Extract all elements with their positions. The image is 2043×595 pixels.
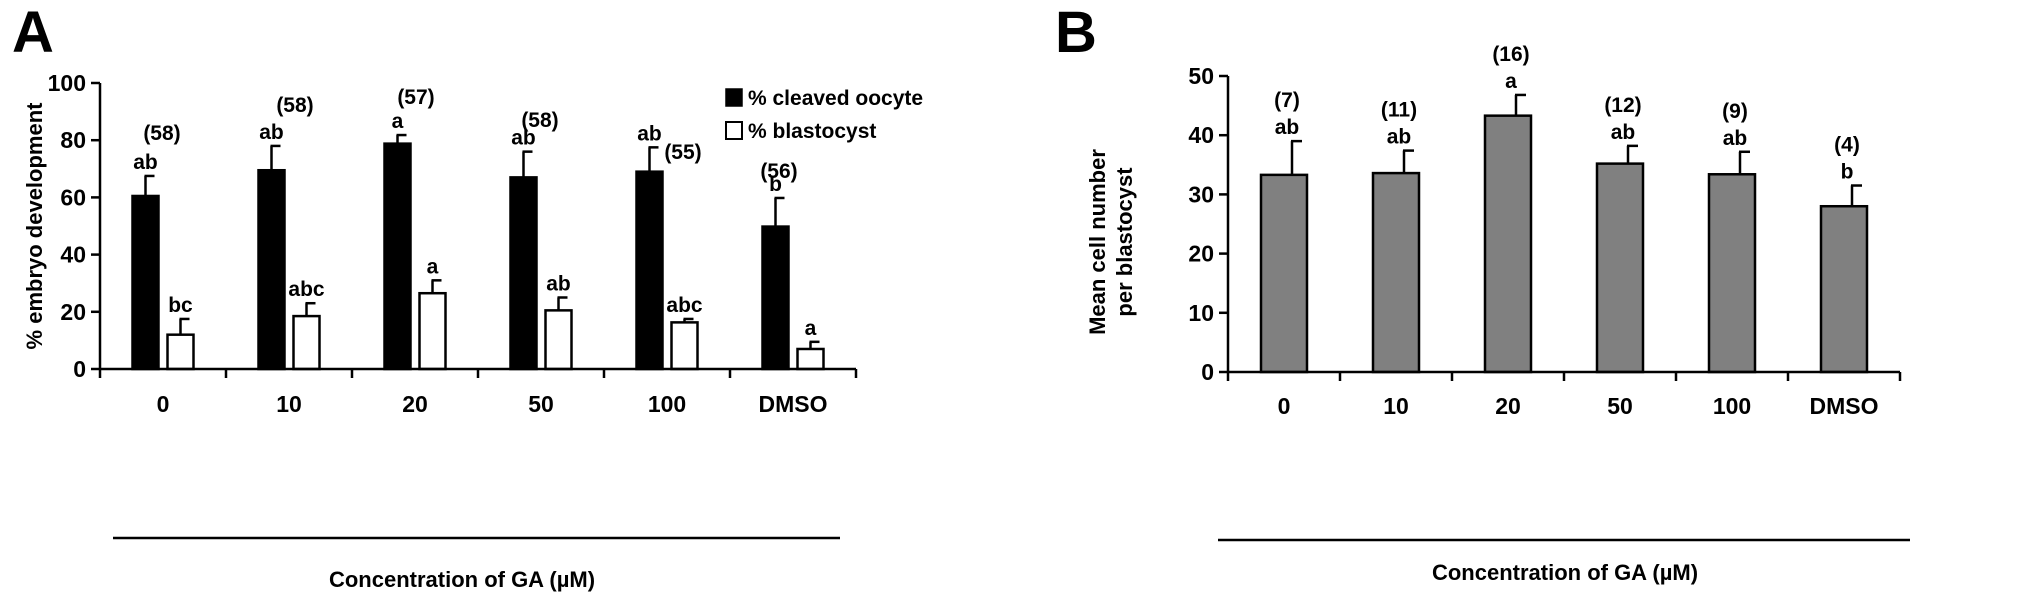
bar-cleaved [761,225,790,371]
significance-letter: ab [133,151,158,174]
bar-blastocyst [166,333,195,371]
panel-b-bars: ab (7) ab (11) a (16) ab (12) ab (9) b (4) [1259,43,1869,374]
bar-cleaved [257,168,286,371]
sample-count: (7) [1274,89,1300,112]
bar-cleaved [131,194,160,371]
bar-blastocyst [418,291,447,371]
significance-letter: abc [288,278,325,301]
legend-swatch-blastocyst [725,121,743,140]
x-tick-label: 20 [402,391,428,417]
significance-letter: ab [546,273,571,296]
panel-b-y-axis: 0 10 20 30 40 50 [1188,63,1230,385]
bar-cleaved [635,170,664,371]
x-tick-label: 100 [648,391,686,417]
bar-cell-number [1707,173,1757,374]
x-tick-label: 0 [157,391,170,417]
x-tick-label: 20 [1495,393,1521,419]
x-tick-label: DMSO [1810,393,1879,419]
panel-a-legend: % cleaved oocyte % blastocyst [725,87,923,143]
sample-count: (9) [1722,100,1748,123]
y-tick-label: 40 [1188,122,1214,148]
y-tick-label: 30 [1188,181,1214,207]
x-tick-label: 10 [1383,393,1409,419]
sample-count: (4) [1834,134,1860,157]
legend-label-blastocyst: % blastocyst [748,120,876,143]
panel-b-x-axis: 0 10 20 50 100 DMSO [1226,370,1902,419]
significance-letter: a [427,255,439,278]
bar-cell-number [1819,204,1869,374]
sample-count: (58) [143,122,180,145]
x-tick-label: 50 [1607,393,1633,419]
significance-letter: ab [1387,126,1412,149]
y-tick-label: 0 [73,356,86,382]
bar-blastocyst [796,347,825,371]
bar-cleaved [383,142,412,371]
bar-blastocyst [670,321,699,371]
panel-a-x-axis: 0 10 20 50 100 DMSO [98,367,858,417]
significance-letter: a [1505,70,1517,93]
y-tick-label: 100 [48,70,86,96]
sample-count: (56) [760,160,797,183]
panel-a-bars: ab bc ab abc a a ab ab ab abc b a (58) (58) (57) (58) (5… [131,86,825,371]
significance-letter: b [1841,161,1854,184]
sample-count: (12) [1604,94,1641,117]
y-tick-label: 40 [60,242,86,268]
y-tick-label: 10 [1188,300,1214,326]
y-tick-label: 0 [1201,359,1214,385]
bar-cell-number [1259,173,1309,374]
panel-b-y-axis-title-line1: Mean cell number [1085,149,1110,335]
significance-letter: ab [259,121,284,144]
sample-count: (58) [276,94,313,117]
bar-cell-number [1371,171,1421,374]
significance-letter: ab [1611,121,1636,144]
bar-cleaved [509,176,538,371]
sample-count: (55) [664,141,701,164]
sample-count: (11) [1381,99,1417,122]
bar-blastocyst [292,314,321,371]
significance-letter: ab [1723,127,1748,150]
y-tick-label: 80 [60,127,86,153]
x-tick-label: 50 [528,391,554,417]
x-tick-label: 100 [1713,393,1751,419]
bar-cell-number [1483,114,1533,374]
y-tick-label: 50 [1188,63,1214,89]
significance-letter: bc [168,294,193,317]
y-tick-label: 20 [60,299,86,325]
x-tick-label: 10 [276,391,302,417]
significance-letter: ab [511,127,536,150]
x-tick-label: DMSO [759,391,828,417]
panel-a-x-axis-title: Concentration of GA (µM) [329,567,595,592]
significance-letter: ab [1275,116,1300,139]
panel-b-letter: B [1055,0,1097,65]
significance-letter: a [392,110,404,133]
bar-cell-number [1595,162,1645,374]
panel-a-letter: A [12,0,54,65]
y-tick-label: 20 [1188,241,1214,267]
x-tick-label: 0 [1278,393,1291,419]
panel-b-x-axis-title: Concentration of GA (µM) [1432,560,1698,585]
significance-letter: abc [666,294,703,317]
sample-count: (58) [521,109,558,132]
panel-a-y-axis-title: % embryo development [22,102,47,350]
legend-label-cleaved: % cleaved oocyte [748,87,923,110]
sample-count: (16) [1492,43,1529,66]
y-tick-label: 60 [60,184,86,210]
significance-letter: ab [637,122,662,145]
bar-blastocyst [544,309,573,371]
sample-count: (57) [397,86,434,109]
panel-a-y-axis: 0 20 40 60 80 100 [48,70,102,382]
legend-swatch-cleaved [725,88,743,107]
panel-b: B 0 10 20 30 40 50 ab (7) ab (11) a (16) ab (12) ab (9… [1055,0,1910,585]
panel-b-y-axis-title-line2: per blastocyst [1112,167,1137,317]
significance-letter: b [769,173,782,196]
significance-letter: a [805,317,817,340]
